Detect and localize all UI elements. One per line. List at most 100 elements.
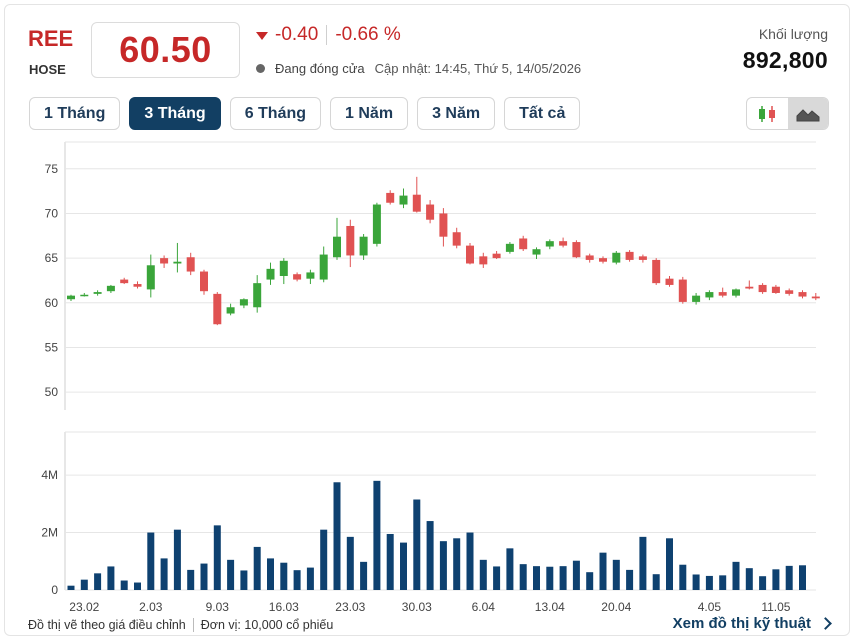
date-tick-label: 23.02 — [69, 600, 99, 614]
volume-bar — [719, 575, 727, 590]
technical-chart-link[interactable]: Xem đồ thị kỹ thuật — [672, 615, 832, 632]
volume-bar — [67, 585, 75, 590]
candle-body — [386, 192, 395, 203]
tab-3-months[interactable]: 3 Tháng — [129, 97, 221, 130]
volume-bar — [745, 568, 753, 590]
candle-body — [213, 293, 222, 325]
candle-body — [811, 296, 820, 299]
candle-body — [186, 257, 195, 272]
tab-all[interactable]: Tất cả — [504, 97, 581, 130]
volume-bar — [187, 569, 195, 590]
tab-6-months[interactable]: 6 Tháng — [229, 97, 322, 130]
volume-bar — [120, 580, 128, 590]
candle-body — [346, 225, 355, 256]
volume-bar — [240, 570, 248, 590]
volume-bar — [679, 564, 687, 590]
candle-body — [466, 245, 474, 264]
candle-body — [133, 284, 142, 287]
candle-body — [372, 204, 381, 244]
candle-body — [253, 283, 262, 308]
candle-body — [359, 236, 368, 256]
price-change: -0.40 — [275, 24, 319, 45]
candle-body — [412, 194, 421, 212]
candle-body — [505, 243, 514, 252]
chevron-right-icon — [819, 617, 832, 630]
volume-bar — [200, 563, 208, 590]
candle-body — [612, 252, 621, 263]
volume-bar — [546, 566, 554, 590]
divider — [192, 618, 194, 632]
candle-body — [279, 260, 288, 276]
price-tick-label: 60 — [45, 296, 59, 310]
area-chart-icon — [796, 108, 820, 121]
volume-bar — [280, 562, 288, 590]
volume-bar — [320, 529, 328, 590]
tab-3-years[interactable]: 3 Năm — [417, 97, 496, 130]
volume-bar — [333, 482, 341, 590]
candle-body — [399, 195, 408, 205]
candle-body — [319, 254, 328, 280]
volume-bar — [360, 561, 368, 590]
volume-bar — [732, 561, 740, 590]
volume-bar — [293, 570, 301, 590]
candle-body — [732, 289, 740, 296]
volume-bar — [306, 567, 314, 590]
volume-bar — [519, 564, 527, 590]
volume-bar — [134, 582, 141, 590]
candlestick-button[interactable] — [747, 98, 788, 129]
candle-body — [572, 242, 581, 258]
candle-body — [106, 285, 115, 292]
price-change-row: -0.40 -0.66 % — [256, 24, 401, 46]
down-arrow-icon — [256, 32, 268, 40]
volume-bar — [253, 546, 261, 590]
technical-chart-link-label: Xem đồ thị kỹ thuật — [672, 615, 811, 632]
volume-bar — [373, 480, 381, 590]
date-tick-label: 6.04 — [472, 600, 496, 614]
candle-body — [559, 241, 568, 246]
volume-bar — [107, 566, 115, 590]
candle-body — [93, 292, 102, 294]
candle-body — [585, 255, 594, 260]
volume-bar — [586, 572, 594, 590]
market-status: Đang đóng cửa — [275, 61, 365, 76]
volume-bar — [572, 560, 580, 590]
exchange-name: HOSE — [29, 62, 66, 77]
volume-bar — [599, 552, 607, 590]
tab-1-month[interactable]: 1 Tháng — [29, 97, 121, 130]
volume-bar — [493, 566, 501, 590]
volume-bar — [626, 569, 634, 590]
candle-body — [745, 286, 754, 289]
volume-tick-label: 0 — [51, 583, 58, 597]
candle-body — [771, 286, 780, 293]
candle-body — [439, 213, 448, 237]
tab-1-year[interactable]: 1 Năm — [330, 97, 409, 130]
volume-bar — [173, 529, 181, 590]
volume-bar — [479, 559, 487, 590]
price-tick-label: 65 — [45, 251, 59, 265]
date-tick-label: 20.04 — [601, 600, 631, 614]
candle-body — [625, 251, 634, 260]
volume-bar — [439, 541, 447, 590]
volume-bar — [705, 575, 713, 590]
chart-footer-notes: Đồ thị vẽ theo giá điều chỉnh Đơn vị: 10… — [28, 618, 333, 632]
candle-body — [333, 236, 341, 258]
adjusted-price-note: Đồ thị vẽ theo giá điều chỉnh — [28, 618, 186, 632]
volume-bar — [772, 569, 780, 590]
market-status-row: Đang đóng cửa Cập nhật: 14:45, Thứ 5, 14… — [256, 61, 581, 76]
candle-body — [293, 274, 302, 280]
candle-body — [200, 271, 208, 292]
volume-bar — [400, 542, 407, 590]
candle-body — [452, 232, 461, 246]
area-chart-button[interactable] — [787, 98, 828, 129]
date-tick-label: 13.04 — [535, 600, 565, 614]
volume-bar — [639, 536, 647, 590]
date-tick-label: 2.03 — [139, 600, 163, 614]
candle-body — [492, 253, 501, 259]
candle-body — [785, 290, 794, 294]
volume-bar — [533, 566, 540, 590]
candle-body — [718, 292, 727, 296]
price-box: 60.50 — [91, 22, 240, 78]
volume-bar — [80, 579, 88, 590]
volume-bar — [559, 566, 567, 590]
